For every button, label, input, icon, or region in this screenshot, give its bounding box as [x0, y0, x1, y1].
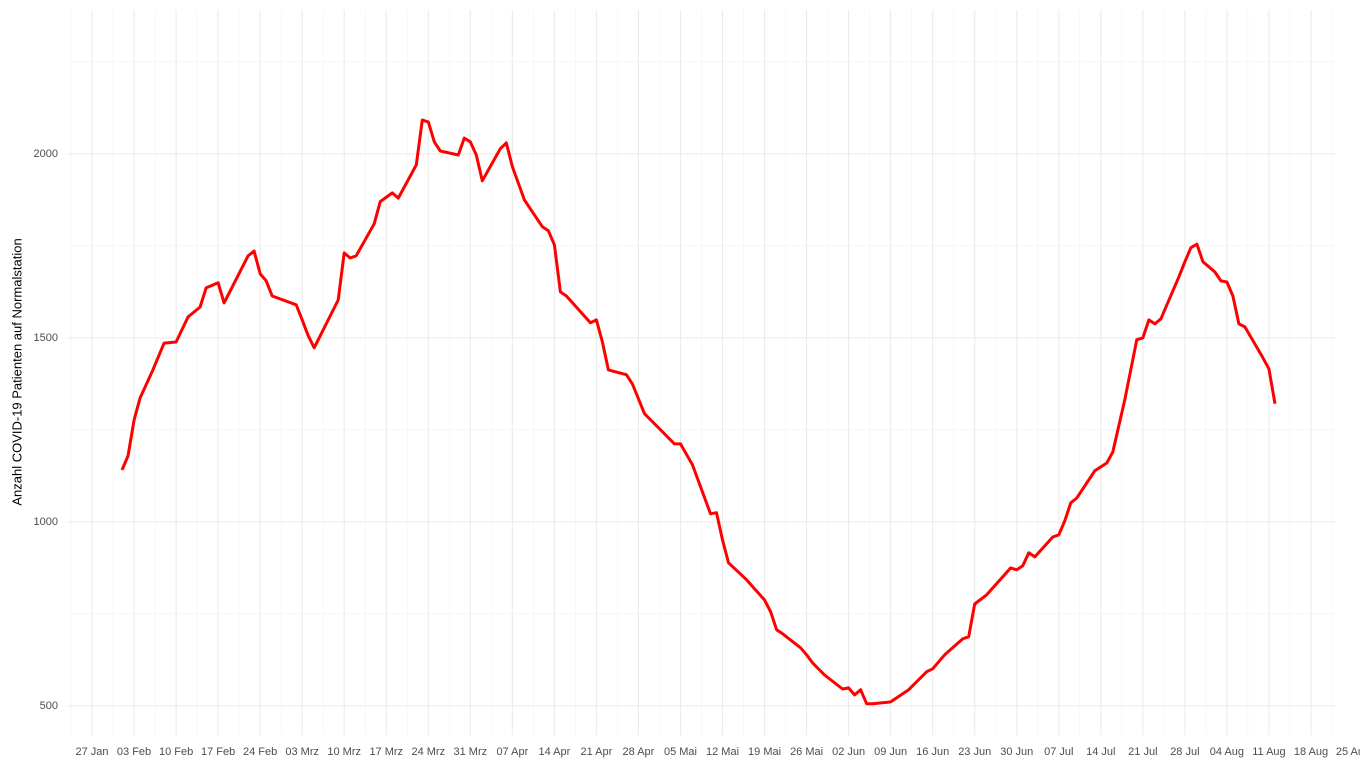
x-tick-label: 30 Jun	[1000, 746, 1033, 758]
x-tick-label: 17 Feb	[201, 746, 235, 758]
x-tick-label: 24 Feb	[243, 746, 277, 758]
x-tick-label: 03 Feb	[117, 746, 151, 758]
x-tick-label: 14 Apr	[538, 746, 570, 758]
x-tick-label: 17 Mrz	[369, 746, 403, 758]
x-tick-label: 05 Mai	[664, 746, 697, 758]
x-tick-label: 02 Jun	[832, 746, 865, 758]
data-line	[120, 118, 1277, 706]
y-tick-label: 2000	[34, 148, 58, 160]
x-tick-label: 25 Aug	[1336, 746, 1360, 758]
x-tick-label: 18 Aug	[1294, 746, 1328, 758]
x-tick-label: 24 Mrz	[411, 746, 445, 758]
x-tick-label: 23 Jun	[958, 746, 991, 758]
x-tick-label: 10 Mrz	[327, 746, 361, 758]
x-tick-label: 12 Mai	[706, 746, 739, 758]
x-tick-label: 21 Apr	[581, 746, 613, 758]
x-tick-label: 11 Aug	[1252, 746, 1285, 758]
x-tick-label: 21 Jul	[1128, 746, 1157, 758]
y-tick-label: 500	[40, 700, 58, 712]
x-tick-label: 19 Mai	[748, 746, 781, 758]
grid	[68, 10, 1335, 735]
x-tick-label: 07 Apr	[496, 746, 528, 758]
x-tick-label: 04 Aug	[1210, 746, 1244, 758]
y-axis-label: Anzahl COVID-19 Patienten auf Normalstat…	[9, 238, 24, 505]
x-tick-label: 03 Mrz	[285, 746, 319, 758]
y-tick-label: 1000	[34, 516, 58, 528]
x-tick-label: 27 Jan	[76, 746, 109, 758]
x-tick-label: 28 Apr	[623, 746, 655, 758]
x-tick-label: 28 Jul	[1170, 746, 1199, 758]
x-tick-label: 10 Feb	[159, 746, 193, 758]
x-tick-label: 07 Jul	[1044, 746, 1073, 758]
x-tick-label: 26 Mai	[790, 746, 823, 758]
x-tick-label: 31 Mrz	[454, 746, 488, 758]
x-tick-label: 09 Jun	[874, 746, 907, 758]
x-tick-label: 16 Jun	[916, 746, 949, 758]
y-tick-label: 1500	[34, 332, 58, 344]
x-tick-label: 14 Jul	[1086, 746, 1115, 758]
